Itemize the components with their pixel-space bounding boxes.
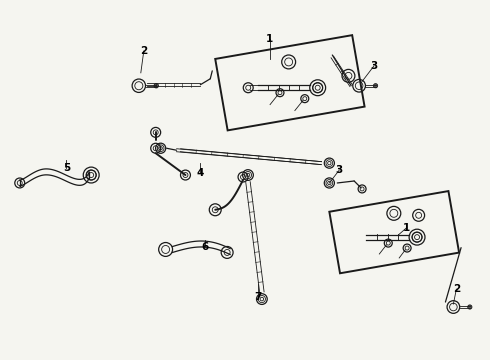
Text: 4: 4: [196, 168, 204, 178]
Text: 5: 5: [63, 163, 70, 173]
Text: 2: 2: [140, 46, 147, 56]
Text: 3: 3: [336, 165, 343, 175]
Text: 2: 2: [453, 284, 460, 294]
Text: 3: 3: [370, 61, 378, 71]
Text: 1: 1: [403, 222, 410, 233]
Text: 6: 6: [202, 243, 209, 252]
Text: 1: 1: [266, 34, 273, 44]
Circle shape: [468, 305, 472, 309]
Circle shape: [154, 84, 158, 88]
Circle shape: [373, 84, 378, 88]
Text: 7: 7: [254, 292, 262, 302]
